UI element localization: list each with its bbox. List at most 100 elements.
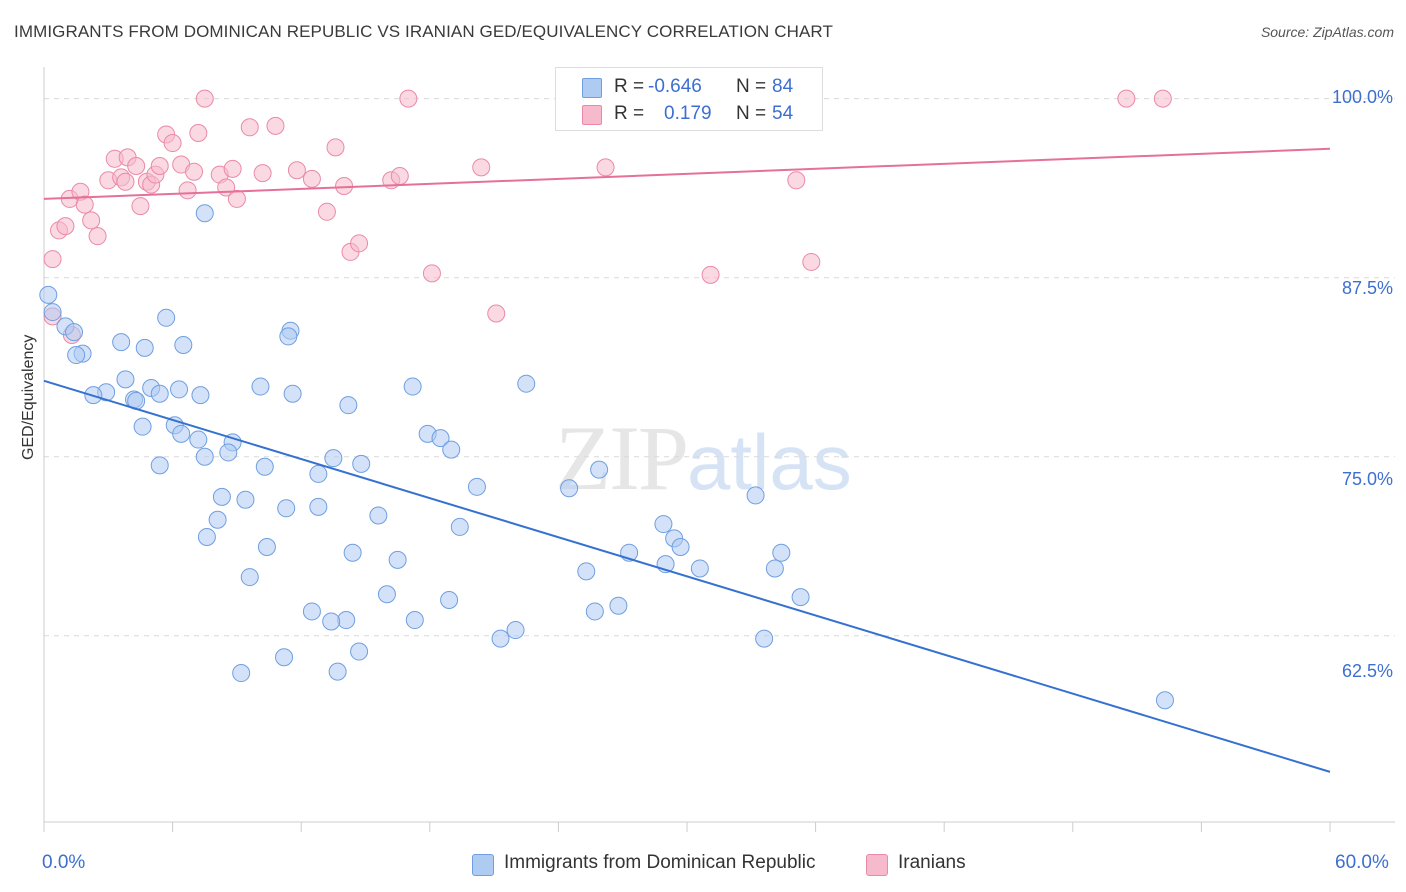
legend-n-value: 54 xyxy=(772,103,794,124)
data-point-blue xyxy=(236,490,255,509)
data-point-pink xyxy=(399,89,418,108)
data-point-pink xyxy=(195,89,214,108)
data-point-blue xyxy=(755,629,774,648)
stats-legend: R = -0.646 N = 84 R = 0.179 N = 54 xyxy=(555,67,823,131)
data-point-pink xyxy=(75,195,94,214)
data-point-blue xyxy=(212,487,231,506)
data-point-blue xyxy=(195,447,214,466)
data-point-blue xyxy=(302,602,321,621)
data-point-blue xyxy=(65,323,84,342)
data-point-blue xyxy=(690,559,709,578)
data-point-pink xyxy=(350,234,369,253)
legend-n-value: 84 xyxy=(772,76,794,97)
data-point-pink xyxy=(127,156,146,175)
data-point-pink xyxy=(390,166,409,185)
source-label: Source: ZipAtlas.com xyxy=(1260,24,1394,40)
data-point-blue xyxy=(746,486,765,505)
data-point-blue xyxy=(172,424,191,443)
data-point-pink xyxy=(163,134,182,153)
trend-line-pink xyxy=(43,147,1331,200)
data-point-blue xyxy=(240,568,259,587)
y-tick-label-75: 75.0% xyxy=(1341,469,1393,489)
data-point-pink xyxy=(302,169,321,188)
watermark-zip: ZIP xyxy=(555,407,689,509)
data-point-pink xyxy=(116,172,135,191)
data-point-pink xyxy=(487,304,506,323)
data-point-blue xyxy=(328,662,347,681)
data-point-blue xyxy=(195,204,214,223)
bottom-legend-label-pink: Iranians xyxy=(898,852,966,873)
data-point-blue xyxy=(279,327,298,346)
y-tick-label-100: 100.0% xyxy=(1331,87,1393,107)
data-point-pink xyxy=(596,158,615,177)
data-point-blue xyxy=(275,648,294,667)
data-point-blue xyxy=(157,308,176,327)
data-point-blue xyxy=(189,430,208,449)
data-point-blue xyxy=(324,449,343,468)
data-point-pink xyxy=(326,138,345,157)
watermark: ZIPatlas xyxy=(555,405,852,511)
legend-row-pink: R = 0.179 N = 54 xyxy=(556,101,822,127)
watermark-atlas: atlas xyxy=(687,418,852,506)
data-point-pink xyxy=(472,158,491,177)
data-point-blue xyxy=(150,384,169,403)
x-tick-label-min: 0.0% xyxy=(42,852,86,873)
data-point-blue xyxy=(352,454,371,473)
data-point-blue xyxy=(343,543,362,562)
data-point-pink xyxy=(131,197,150,216)
data-point-blue xyxy=(219,443,238,462)
data-point-pink xyxy=(787,171,806,190)
data-point-pink xyxy=(185,162,204,181)
data-point-blue xyxy=(208,510,227,529)
data-point-blue xyxy=(791,588,810,607)
trend-line-blue xyxy=(43,379,1331,773)
data-point-blue xyxy=(251,377,270,396)
data-point-blue xyxy=(112,333,131,352)
data-point-blue xyxy=(309,497,328,516)
data-point-pink xyxy=(82,211,101,230)
data-point-blue xyxy=(337,611,356,630)
data-point-pink xyxy=(317,202,336,221)
data-point-blue xyxy=(174,336,193,355)
data-point-blue xyxy=(133,417,152,436)
legend-r-value: 0.179 xyxy=(664,103,712,124)
data-point-blue xyxy=(450,517,469,536)
bottom-legend-swatch-blue xyxy=(472,854,494,876)
data-point-pink xyxy=(266,116,285,135)
data-point-blue xyxy=(609,596,628,615)
data-point-blue xyxy=(517,374,536,393)
data-point-pink xyxy=(43,250,62,269)
data-point-blue xyxy=(197,527,216,546)
data-point-blue xyxy=(388,550,407,569)
data-point-blue xyxy=(577,562,596,581)
data-point-blue xyxy=(440,590,459,609)
data-point-blue xyxy=(170,380,189,399)
data-point-blue xyxy=(150,456,169,475)
y-tick-label-62-5: 62.5% xyxy=(1341,661,1393,681)
data-point-blue xyxy=(403,377,422,396)
data-point-blue xyxy=(283,384,302,403)
data-point-pink xyxy=(802,252,821,271)
data-point-pink xyxy=(56,217,75,236)
data-point-blue xyxy=(39,285,58,304)
data-point-pink xyxy=(1117,89,1136,108)
data-point-blue xyxy=(322,612,341,631)
data-point-blue xyxy=(467,477,486,496)
data-point-pink xyxy=(422,264,441,283)
data-point-blue xyxy=(671,537,690,556)
data-point-blue xyxy=(232,664,251,683)
data-point-blue xyxy=(116,370,135,389)
data-point-blue xyxy=(191,386,210,405)
legend-n-label: N = xyxy=(736,103,767,124)
data-point-blue xyxy=(560,479,579,498)
y-axis-label: GED/Equivalency xyxy=(20,334,37,460)
data-point-pink xyxy=(178,181,197,200)
data-point-blue xyxy=(590,460,609,479)
bottom-legend-swatch-pink xyxy=(866,854,888,876)
data-point-blue xyxy=(339,396,358,415)
data-point-blue xyxy=(309,464,328,483)
legend-n-label: N = xyxy=(736,76,767,97)
legend-r-label: R = xyxy=(614,76,645,97)
data-point-blue xyxy=(135,338,154,357)
